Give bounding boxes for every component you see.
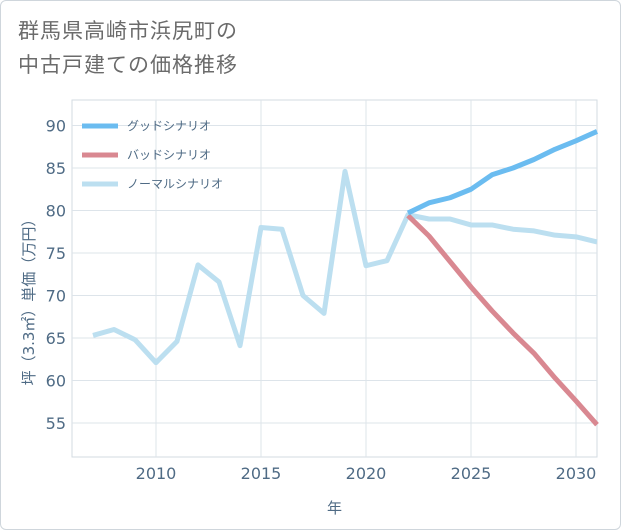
x-axis-ticks: 2010 2015 2020 2025 2030 — [136, 464, 597, 483]
y-axis-label: 坪（3.3㎡）単価（万円） — [20, 212, 38, 386]
x-tick-label: 2025 — [451, 464, 492, 483]
series-line-1 — [406, 213, 599, 427]
x-tick-label: 2015 — [241, 464, 282, 483]
y-tick-label: 60 — [46, 372, 66, 391]
y-tick-label: 90 — [46, 117, 66, 136]
y-axis-ticks: 55 60 65 70 75 80 85 90 — [46, 117, 66, 434]
x-axis-label: 年 — [327, 499, 342, 517]
y-tick-label: 55 — [46, 414, 66, 433]
x-tick-label: 2030 — [556, 464, 597, 483]
chart-title-line2: 中古戸建ての価格推移 — [18, 53, 238, 77]
y-tick-label: 70 — [46, 287, 66, 306]
legend-label-0: グッドシナリオ — [127, 119, 211, 133]
chart-title: 群馬県高崎市浜尻町の 中古戸建ての価格推移 — [18, 14, 238, 82]
plot-area — [71, 99, 598, 458]
chart-title-line1: 群馬県高崎市浜尻町の — [18, 19, 238, 43]
series-lines — [92, 129, 599, 427]
y-tick-label: 75 — [46, 244, 66, 263]
y-tick-label: 85 — [46, 159, 66, 178]
legend-label-2: ノーマルシナリオ — [127, 177, 223, 191]
legend-label-1: バッドシナリオ — [127, 148, 211, 162]
series-line-0 — [406, 129, 599, 216]
y-tick-label: 80 — [46, 202, 66, 221]
y-tick-label: 65 — [46, 329, 66, 348]
series-line-2 — [92, 168, 598, 366]
x-tick-label: 2010 — [136, 464, 177, 483]
x-tick-label: 2020 — [346, 464, 387, 483]
